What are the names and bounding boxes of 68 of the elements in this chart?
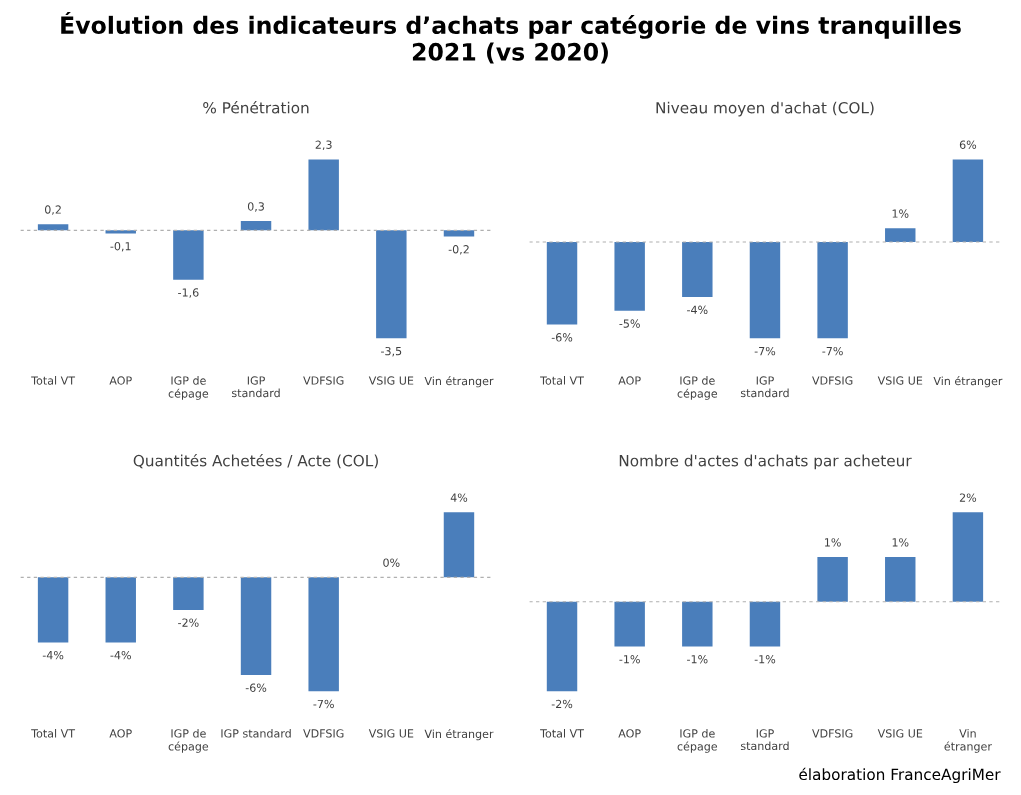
bar (173, 230, 204, 280)
x-tick-label: Total VT (31, 729, 76, 738)
data-label: 4% (450, 493, 468, 502)
x-tick-label: Total VT (540, 729, 584, 738)
x-tick-label: Total VT (31, 376, 76, 385)
chart-title: Niveau moyen d'achat (COL) (656, 101, 874, 117)
x-tick-label: IGP de cépage (168, 376, 209, 400)
x-tick-label: IGP standard (740, 376, 789, 398)
data-label: -4% (110, 650, 131, 660)
data-label: -6% (245, 683, 267, 692)
data-label: -1% (754, 655, 776, 664)
data-label: -0,1 (110, 241, 131, 252)
x-tick-label: AOP (109, 376, 132, 385)
x-tick-label: IGP standard (221, 729, 291, 738)
data-label: 2% (959, 493, 977, 502)
x-tick-label: VDFSIG (812, 729, 853, 738)
x-tick-label: VDFSIG (812, 376, 853, 385)
bar (308, 159, 339, 231)
bar (443, 230, 475, 237)
x-tick-label: VSIG UE (368, 729, 414, 738)
chart-title: Nombre d'actes d'achats par acheteur (619, 454, 912, 470)
bar (376, 230, 407, 339)
data-label: -0,2 (448, 245, 469, 255)
data-label: 0,2 (44, 205, 61, 215)
x-tick-label: Vin étranger (933, 376, 1003, 388)
x-tick-label: Vin étranger (944, 729, 992, 753)
x-tick-label: AOP (109, 729, 132, 738)
data-label: -1,6 (178, 288, 199, 298)
data-label: 1% (892, 209, 909, 218)
data-label: -4% (42, 650, 64, 660)
x-tick-label: IGP de cépage (677, 729, 718, 753)
x-tick-label: AOP (618, 729, 641, 738)
x-tick-label: IGP de cépage (168, 729, 209, 753)
data-label: 1% (892, 538, 909, 547)
x-tick-label: VDFSIG (303, 376, 344, 385)
x-tick-label: AOP (618, 376, 641, 385)
bar (240, 221, 272, 231)
chart-title: Quantités Achetées / Acte (COL) (133, 453, 378, 469)
data-label: 6% (959, 140, 977, 149)
x-tick-label: Vin étranger (424, 729, 494, 741)
x-tick-label: IGP standard (740, 729, 789, 751)
x-tick-label: IGP de cépage (677, 376, 718, 400)
x-tick-label: VSIG UE (877, 729, 923, 738)
x-tick-label: Total VT (540, 376, 584, 385)
bar (37, 224, 69, 231)
data-label: 2,3 (315, 140, 332, 151)
data-label: -1% (687, 655, 708, 664)
x-tick-label: VDFSIG (303, 729, 344, 738)
data-label: -1% (619, 655, 640, 664)
data-label: 0% (383, 558, 400, 567)
data-label: -7% (313, 699, 334, 709)
x-tick-label: VSIG UE (877, 376, 923, 385)
data-label: -6% (551, 333, 573, 342)
text: élaboration FranceAgriMer (799, 767, 1001, 784)
x-tick-label: VSIG UE (368, 376, 414, 385)
chart-title: % Pénétration (203, 101, 309, 114)
data-label: -3,5 (381, 346, 402, 357)
data-label: -5% (619, 319, 640, 328)
text: Évolution des indicateurs d’achats par catégorie de vins tranquilles 2021 (vs 2020) (61, 11, 961, 64)
data-label: 0,3 (247, 202, 264, 212)
data-label: 1% (825, 538, 841, 547)
data-label: -2% (551, 699, 573, 709)
data-label: -7% (822, 346, 843, 356)
data-label: -2% (178, 618, 199, 627)
x-tick-label: Vin étranger (424, 376, 494, 388)
x-tick-label: IGP standard (232, 376, 280, 398)
data-label: -7% (754, 346, 776, 356)
data-label: -4% (687, 305, 708, 314)
